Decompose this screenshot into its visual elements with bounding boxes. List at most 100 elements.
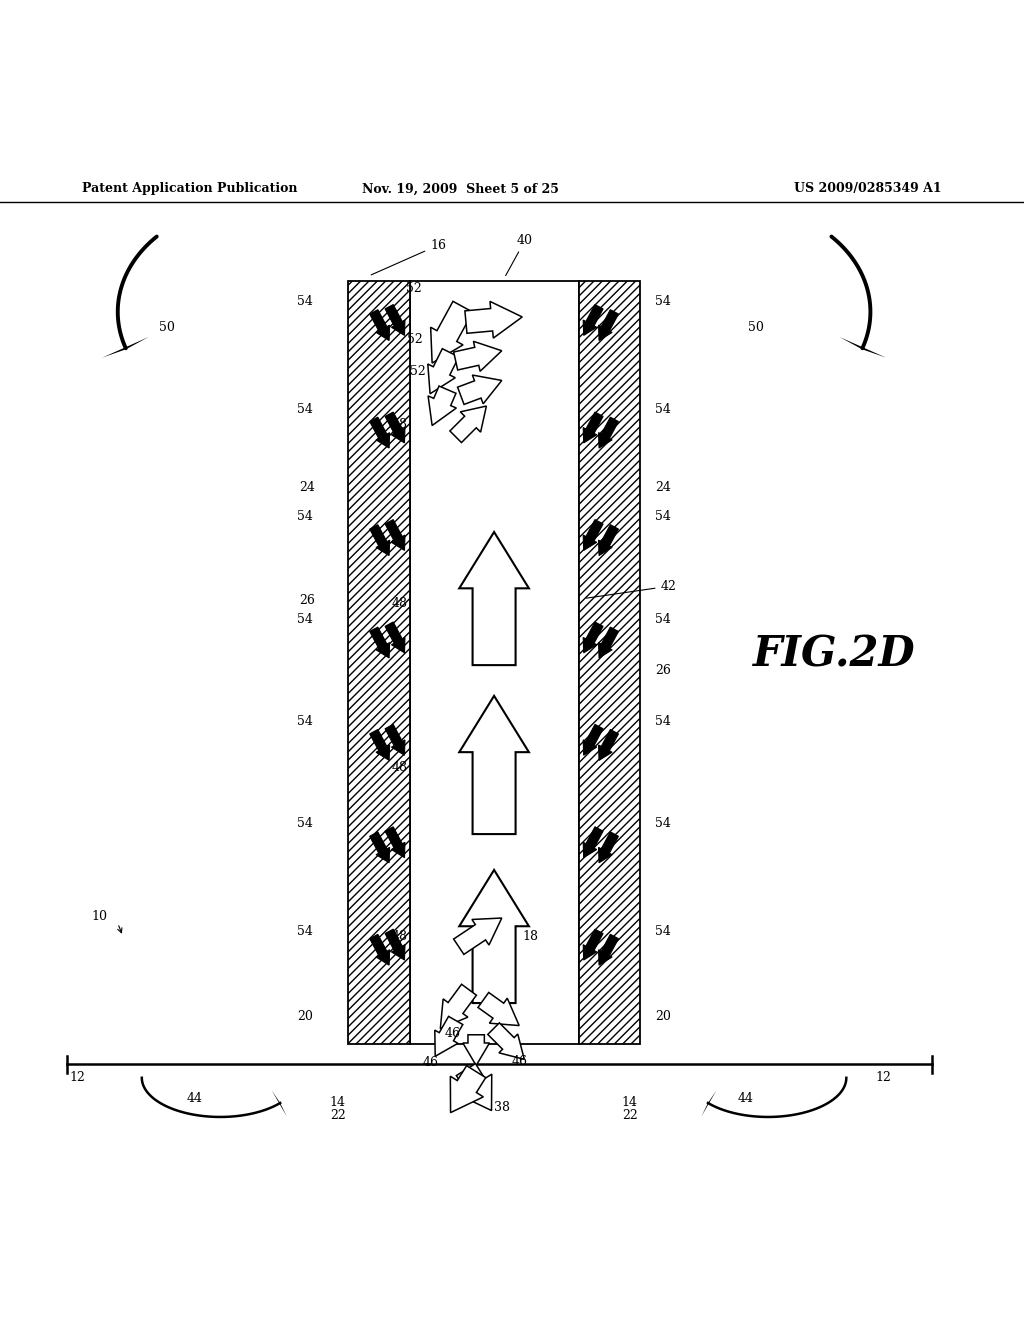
Text: 46: 46 bbox=[422, 1056, 438, 1069]
FancyArrow shape bbox=[584, 520, 603, 550]
FancyArrow shape bbox=[599, 730, 618, 760]
FancyArrow shape bbox=[584, 305, 603, 335]
Text: 54: 54 bbox=[655, 403, 672, 416]
FancyArrow shape bbox=[385, 305, 404, 335]
Text: 22: 22 bbox=[330, 1109, 346, 1122]
FancyArrow shape bbox=[599, 935, 618, 965]
Text: 52: 52 bbox=[408, 333, 423, 346]
FancyArrow shape bbox=[584, 826, 603, 858]
Text: US 2009/0285349 A1: US 2009/0285349 A1 bbox=[795, 182, 942, 195]
Text: 10: 10 bbox=[91, 909, 108, 923]
FancyArrow shape bbox=[370, 310, 389, 341]
Text: 46: 46 bbox=[444, 1027, 461, 1040]
FancyArrow shape bbox=[450, 407, 486, 442]
FancyArrow shape bbox=[370, 417, 389, 447]
Bar bbox=[348, 281, 410, 1044]
FancyArrow shape bbox=[599, 525, 618, 556]
FancyArrow shape bbox=[701, 1090, 717, 1117]
Text: 40: 40 bbox=[506, 234, 534, 276]
Text: 48: 48 bbox=[391, 597, 408, 610]
Text: 54: 54 bbox=[655, 817, 672, 830]
FancyArrow shape bbox=[385, 826, 404, 858]
Text: 26: 26 bbox=[655, 664, 672, 677]
Text: 54: 54 bbox=[297, 612, 313, 626]
Text: 14: 14 bbox=[622, 1096, 638, 1109]
Bar bbox=[579, 281, 640, 1044]
FancyArrow shape bbox=[478, 993, 519, 1026]
Text: 54: 54 bbox=[297, 925, 313, 937]
FancyArrow shape bbox=[385, 520, 404, 550]
Text: 54: 54 bbox=[655, 925, 672, 937]
Text: Nov. 19, 2009  Sheet 5 of 25: Nov. 19, 2009 Sheet 5 of 25 bbox=[362, 182, 559, 195]
FancyArrow shape bbox=[584, 725, 603, 755]
Text: 54: 54 bbox=[297, 296, 313, 308]
FancyArrow shape bbox=[370, 730, 389, 760]
Text: 16: 16 bbox=[371, 239, 446, 275]
FancyArrow shape bbox=[599, 832, 618, 863]
Text: 48: 48 bbox=[391, 931, 408, 942]
Text: 44: 44 bbox=[737, 1092, 754, 1105]
FancyArrow shape bbox=[463, 1035, 489, 1065]
FancyArrow shape bbox=[385, 412, 404, 444]
FancyArrow shape bbox=[370, 832, 389, 863]
FancyArrow shape bbox=[487, 1023, 524, 1060]
Text: 24: 24 bbox=[299, 482, 315, 495]
Text: 54: 54 bbox=[655, 612, 672, 626]
Text: 54: 54 bbox=[655, 296, 672, 308]
Text: 46: 46 bbox=[512, 1055, 528, 1068]
FancyArrow shape bbox=[370, 935, 389, 965]
Text: 14: 14 bbox=[330, 1096, 346, 1109]
FancyArrow shape bbox=[440, 985, 476, 1028]
Text: 52: 52 bbox=[411, 364, 426, 378]
FancyArrow shape bbox=[385, 622, 404, 653]
FancyArrow shape bbox=[599, 417, 618, 447]
Text: 54: 54 bbox=[655, 510, 672, 523]
FancyArrow shape bbox=[584, 622, 603, 653]
FancyArrow shape bbox=[271, 1090, 287, 1117]
Text: 54: 54 bbox=[297, 510, 313, 523]
Text: 22: 22 bbox=[622, 1109, 638, 1122]
FancyArrow shape bbox=[840, 337, 886, 358]
FancyArrow shape bbox=[459, 696, 528, 834]
Text: 20: 20 bbox=[655, 1010, 672, 1023]
Text: 24: 24 bbox=[655, 482, 672, 495]
FancyArrow shape bbox=[584, 412, 603, 444]
FancyArrow shape bbox=[599, 627, 618, 657]
FancyArrow shape bbox=[451, 1065, 485, 1113]
Text: 42: 42 bbox=[587, 579, 677, 598]
Text: 54: 54 bbox=[297, 817, 313, 830]
Text: 26: 26 bbox=[299, 594, 315, 607]
FancyArrow shape bbox=[459, 532, 528, 665]
Text: 18: 18 bbox=[522, 931, 539, 942]
Text: 54: 54 bbox=[655, 715, 672, 727]
FancyArrow shape bbox=[459, 870, 528, 1003]
Text: 12: 12 bbox=[876, 1072, 892, 1084]
FancyArrow shape bbox=[599, 310, 618, 341]
FancyArrow shape bbox=[102, 337, 148, 358]
Text: 54: 54 bbox=[297, 403, 313, 416]
FancyArrow shape bbox=[385, 725, 404, 755]
Text: 12: 12 bbox=[70, 1072, 86, 1084]
Text: Patent Application Publication: Patent Application Publication bbox=[82, 182, 297, 195]
Text: 48: 48 bbox=[391, 762, 408, 774]
FancyArrow shape bbox=[465, 301, 522, 338]
FancyArrow shape bbox=[431, 301, 473, 363]
Bar bbox=[410, 281, 579, 1044]
FancyArrow shape bbox=[428, 348, 459, 393]
Text: 54: 54 bbox=[297, 715, 313, 727]
Text: 44: 44 bbox=[186, 1092, 203, 1105]
FancyArrow shape bbox=[457, 1064, 492, 1110]
FancyArrow shape bbox=[458, 375, 502, 404]
FancyArrow shape bbox=[435, 1016, 463, 1056]
FancyArrow shape bbox=[370, 525, 389, 556]
FancyArrow shape bbox=[584, 929, 603, 960]
Text: 52: 52 bbox=[407, 281, 422, 294]
Text: FIG.2D: FIG.2D bbox=[754, 634, 915, 676]
FancyArrow shape bbox=[385, 929, 404, 960]
Text: 20: 20 bbox=[297, 1010, 313, 1023]
Text: 48: 48 bbox=[391, 418, 408, 430]
FancyArrow shape bbox=[370, 627, 389, 657]
FancyArrow shape bbox=[428, 385, 457, 425]
Text: 50: 50 bbox=[159, 321, 175, 334]
FancyArrow shape bbox=[454, 917, 502, 954]
